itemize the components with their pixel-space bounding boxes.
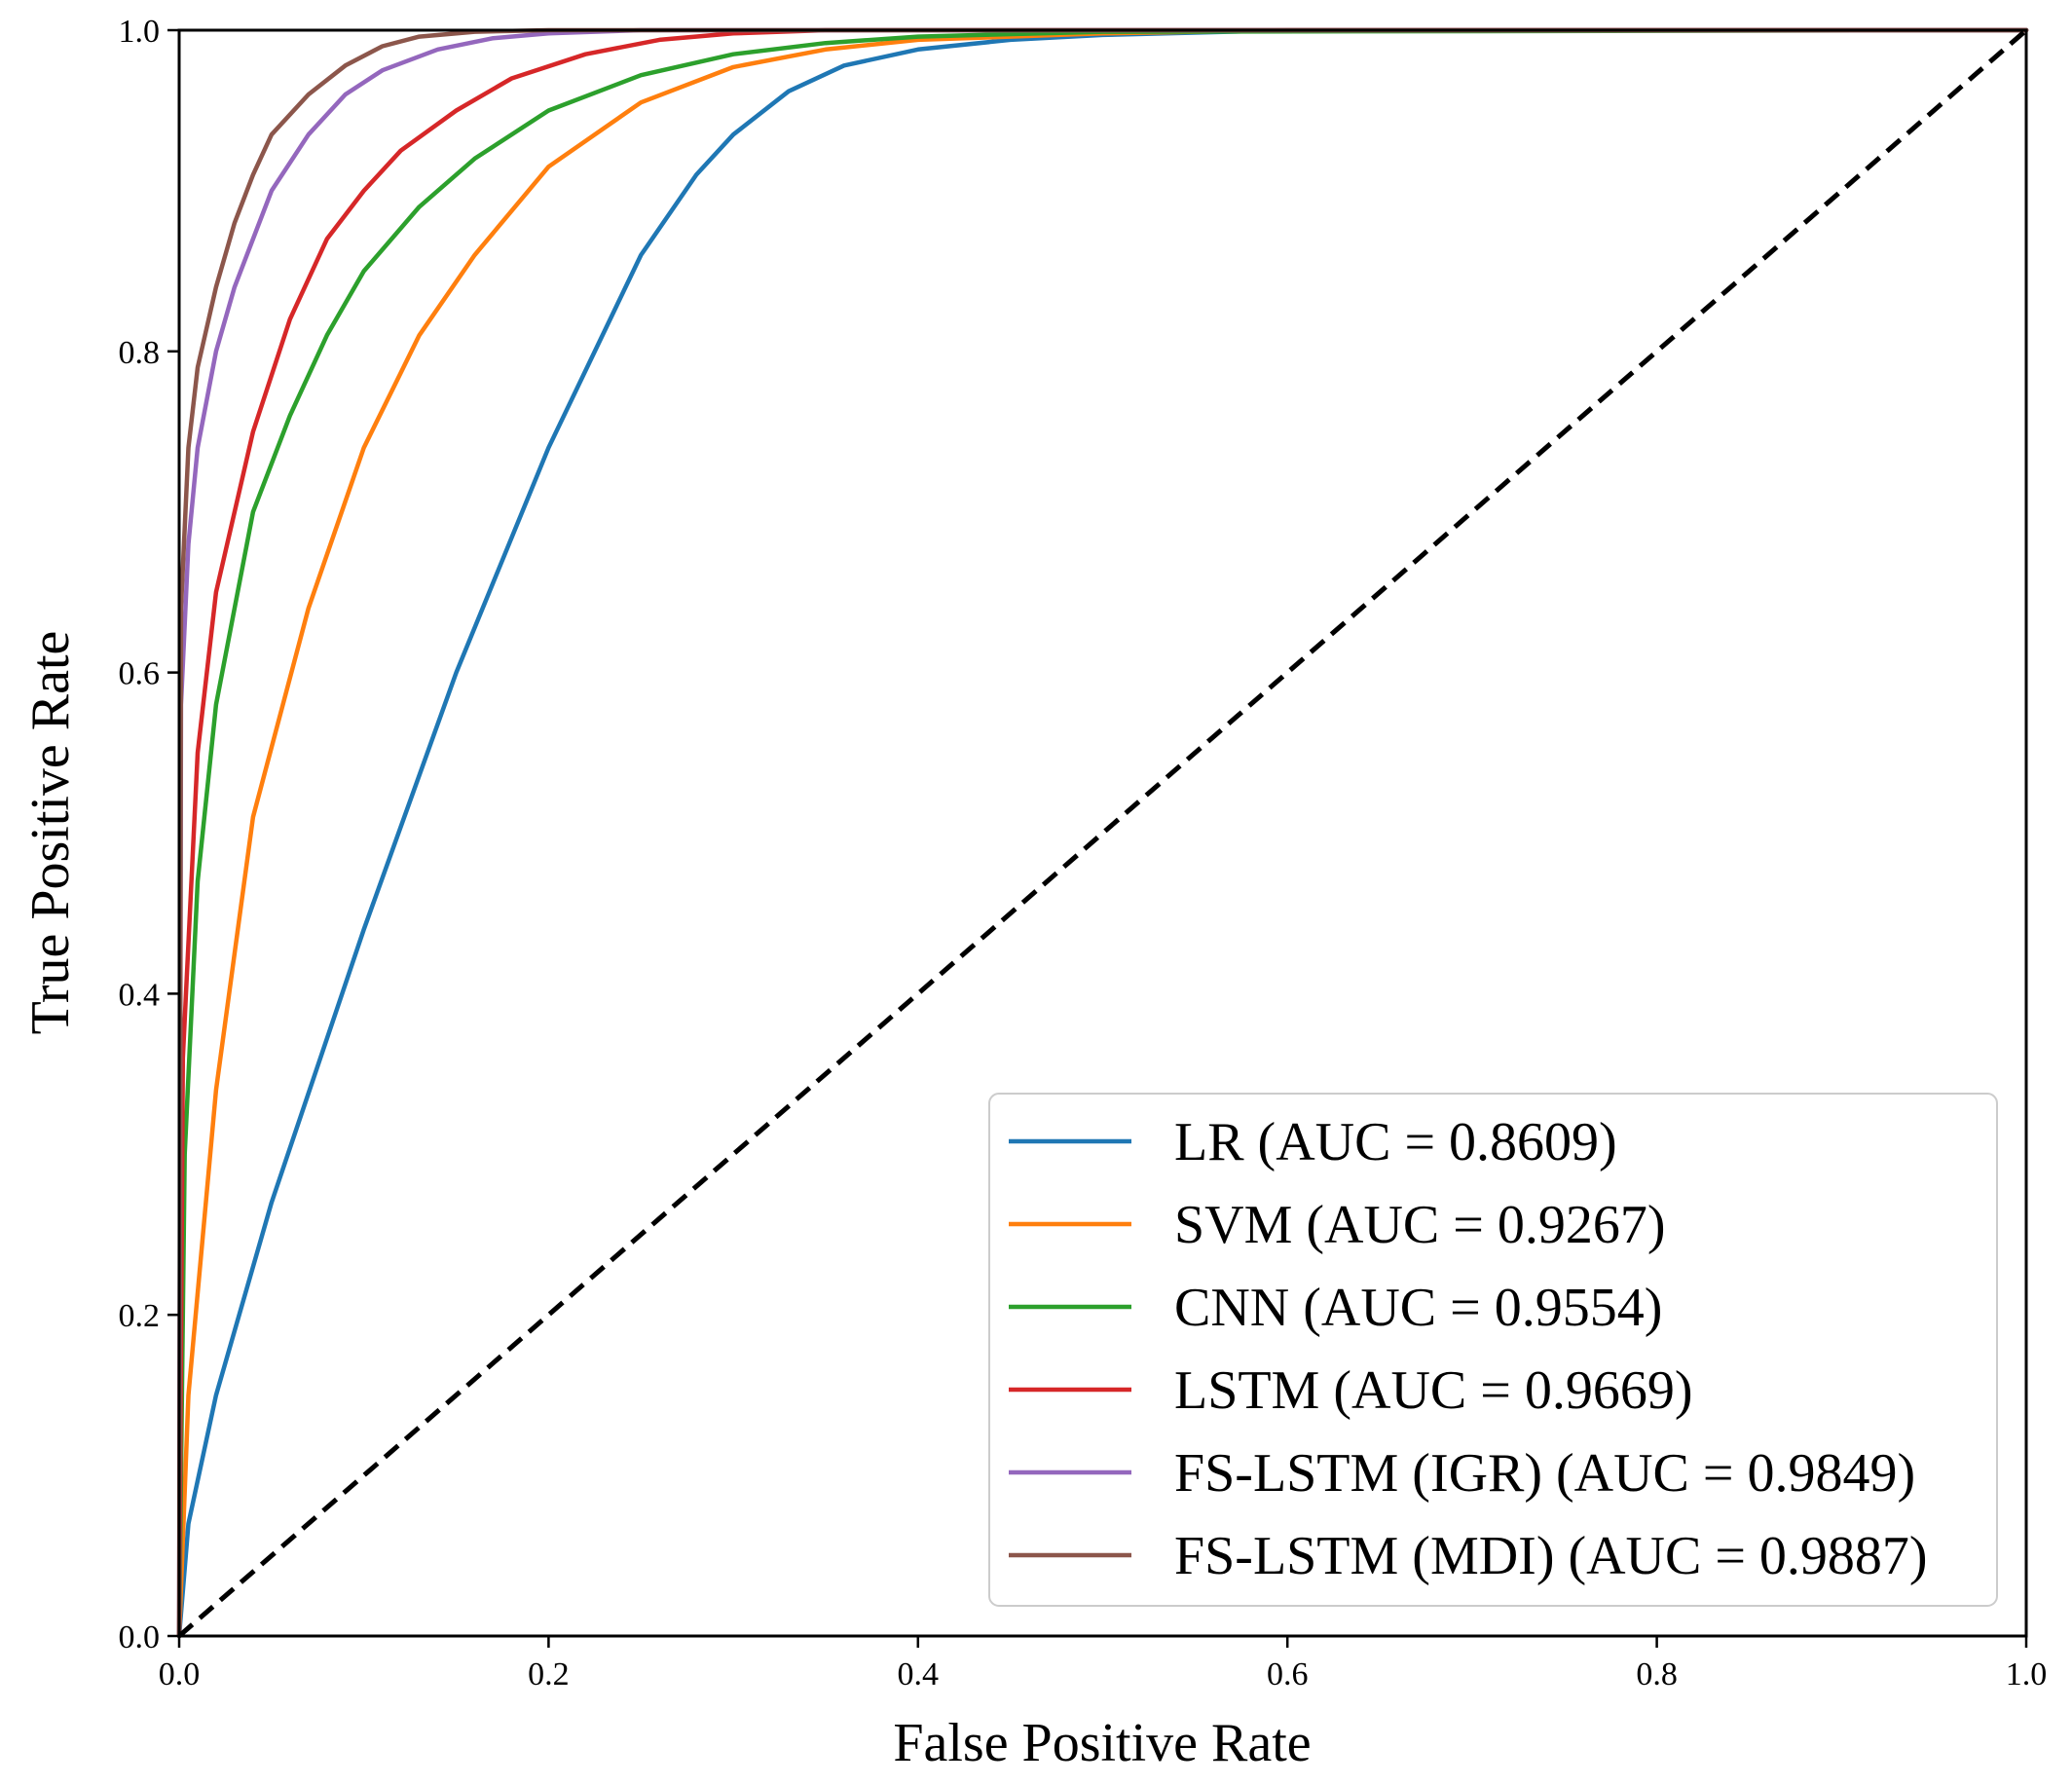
y-tick-label: 0.4 (119, 977, 161, 1013)
legend-label: CNN (AUC = 0.9554) (1174, 1278, 1662, 1338)
roc-curve-cnn (176, 27, 2029, 1639)
legend-label: FS-LSTM (MDI) (AUC = 0.9887) (1174, 1526, 1928, 1586)
y-axis-label: True Positive Rate (20, 631, 81, 1035)
plot-frame (177, 28, 2028, 1638)
y-tick-label: 0.0 (119, 1619, 161, 1655)
x-tick-label: 0.8 (1636, 1656, 1678, 1692)
x-axis-label: False Positive Rate (893, 1713, 1311, 1773)
legend-label: SVM (AUC = 0.9267) (1174, 1195, 1666, 1255)
roc-curve-lr (176, 27, 2029, 1639)
x-tick-label: 1.0 (2006, 1656, 2048, 1692)
y-tick-label: 0.2 (119, 1298, 161, 1334)
legend-label: FS-LSTM (IGR) (AUC = 0.9849) (1174, 1443, 1915, 1504)
y-tick-label: 1.0 (119, 14, 161, 50)
roc-curve-fs-lstm-mdi (176, 27, 2029, 1639)
roc-curve-fs-lstm-igr (176, 27, 2029, 1639)
legend-box (988, 1093, 1998, 1607)
roc-curve-lstm (176, 27, 2029, 1639)
legend-label: LR (AUC = 0.8609) (1174, 1112, 1617, 1172)
y-tick-label: 0.6 (119, 656, 161, 692)
legend-label: LSTM (AUC = 0.9669) (1174, 1360, 1692, 1421)
y-tick-label: 0.8 (119, 335, 161, 371)
axis-ticks: 0.0 0.2 0.4 0.6 0.8 1.0 0.0 0.2 0.4 0.6 0.8 1.0 (119, 14, 2048, 1692)
x-tick-label: 0.6 (1267, 1656, 1309, 1692)
roc-curve-svm (176, 27, 2029, 1639)
x-tick-label: 0.2 (528, 1656, 570, 1692)
x-tick-label: 0.0 (159, 1656, 201, 1692)
legend: LR (AUC = 0.8609) SVM (AUC = 0.9267) CNN (… (988, 1093, 1998, 1607)
plot-lines (176, 27, 2029, 1639)
x-tick-label: 0.4 (898, 1656, 940, 1692)
